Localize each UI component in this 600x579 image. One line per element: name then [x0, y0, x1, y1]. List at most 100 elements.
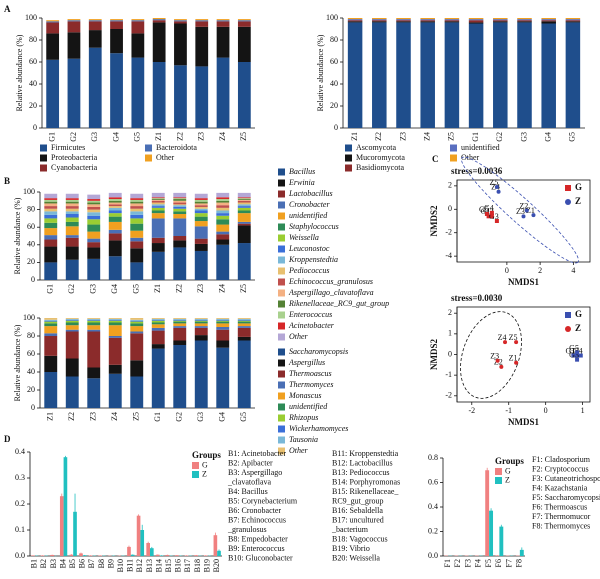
bar-segment — [65, 193, 79, 199]
bar-segment — [493, 21, 508, 23]
bar-segment — [87, 325, 101, 330]
legend-label: Monascus — [288, 391, 321, 400]
bar-segment — [173, 240, 187, 248]
bar-segment — [194, 213, 208, 217]
bar-segment — [420, 21, 435, 23]
bar-segment — [46, 59, 60, 128]
bar-segment — [237, 223, 251, 226]
bar-segment — [108, 318, 122, 320]
bar-segment — [151, 207, 165, 211]
bar-segment — [194, 198, 208, 200]
bar — [136, 515, 141, 556]
bar-segment — [130, 333, 144, 361]
x-tick-label: G5 — [133, 132, 142, 142]
x-tick-label: 4 — [571, 266, 575, 275]
bar-segment — [194, 323, 208, 327]
key-entry: F3: Cutaneotrichosporon — [532, 474, 600, 483]
point-label: G2 — [484, 207, 494, 216]
bar-segment — [110, 20, 123, 22]
point-label: G3 — [569, 350, 579, 359]
bar-segment — [130, 318, 144, 320]
panel-label: A — [4, 4, 11, 14]
x-tick-label: F7 — [504, 559, 513, 567]
x-tick-label: B15 — [164, 559, 173, 572]
legend-swatch — [40, 154, 47, 162]
bar-segment — [216, 340, 230, 348]
bar-segment — [130, 230, 144, 238]
key-entry: B10: Gluconobacter — [228, 553, 293, 562]
y-axis-label: NMDS2 — [429, 339, 439, 370]
x-tick-label: -1 — [505, 406, 512, 415]
y-tick-label: 2 — [448, 308, 452, 317]
bar-segment — [44, 239, 58, 247]
bar-segment — [130, 319, 144, 321]
bar-segment — [237, 26, 251, 62]
legend-label: unidentified — [461, 143, 500, 152]
bar-segment — [44, 199, 58, 202]
legend-swatch — [278, 234, 285, 242]
x-tick-label: F3 — [463, 559, 472, 567]
bar-segment — [173, 202, 187, 205]
bar-segment — [151, 202, 165, 205]
bar-segment — [174, 65, 187, 128]
x-axis-label: NMDS1 — [508, 277, 539, 287]
legend-label: Erwinia — [288, 178, 315, 187]
bar-segment — [444, 19, 460, 21]
bar-segment — [44, 211, 58, 215]
bar-segment — [216, 26, 230, 58]
bar-segment — [44, 228, 58, 236]
bar-segment — [65, 214, 79, 218]
legend-label: Z — [575, 323, 581, 333]
bar-segment — [108, 364, 122, 374]
bar-segment — [108, 240, 122, 257]
point-label: G3 — [489, 212, 499, 221]
bar-segment — [65, 318, 79, 320]
key-entry: RC9_gut_group — [332, 496, 384, 505]
point — [521, 214, 526, 219]
bar — [213, 535, 218, 556]
bar-segment — [216, 202, 230, 206]
bar-segment — [130, 320, 144, 322]
bar-segment — [130, 321, 144, 324]
bar-segment — [67, 20, 81, 22]
x-tick-label: F1 — [443, 559, 452, 567]
y-tick-label: 0.4 — [428, 502, 438, 511]
bar-segment — [173, 318, 187, 320]
bar-segment — [173, 198, 187, 200]
bar-segment — [87, 231, 101, 239]
legend-label: Rhizopus — [288, 413, 318, 422]
x-tick-label: B18 — [193, 559, 202, 572]
bar-segment — [67, 19, 81, 21]
x-tick-label: Z4 — [218, 132, 227, 141]
key-entry: B5: Corynebacterium — [228, 496, 298, 505]
bar-segment — [517, 21, 532, 23]
legend-swatch — [40, 144, 47, 152]
y-tick-label: 0 — [31, 275, 35, 284]
point — [489, 210, 494, 215]
bar-segment — [151, 251, 165, 280]
bar-segment — [420, 18, 435, 20]
bar-segment — [87, 318, 101, 320]
bar-segment — [152, 22, 166, 62]
bar-segment — [194, 340, 208, 408]
legend-label: Other — [461, 153, 480, 162]
key-entry: _clavatoflava — [227, 477, 272, 486]
legend-label: Z — [505, 475, 510, 484]
bar-segment — [130, 326, 144, 332]
bar-segment — [44, 246, 58, 263]
bar-segment — [237, 197, 251, 199]
bar — [519, 549, 524, 556]
x-tick-label: Z4 — [423, 132, 432, 141]
bar-segment — [151, 198, 165, 200]
x-tick-label: 0 — [544, 406, 548, 415]
bar-segment — [216, 19, 230, 21]
x-tick-label: B7 — [87, 559, 96, 568]
bar-segment — [44, 262, 58, 280]
legend-marker — [565, 185, 571, 191]
bar-segment — [194, 226, 208, 239]
legend-label: unidentified — [289, 211, 328, 220]
y-tick-label: 0.8 — [428, 453, 438, 462]
bar-segment — [44, 326, 58, 334]
x-tick-label: Z5 — [239, 284, 248, 293]
bar-segment — [46, 22, 60, 34]
